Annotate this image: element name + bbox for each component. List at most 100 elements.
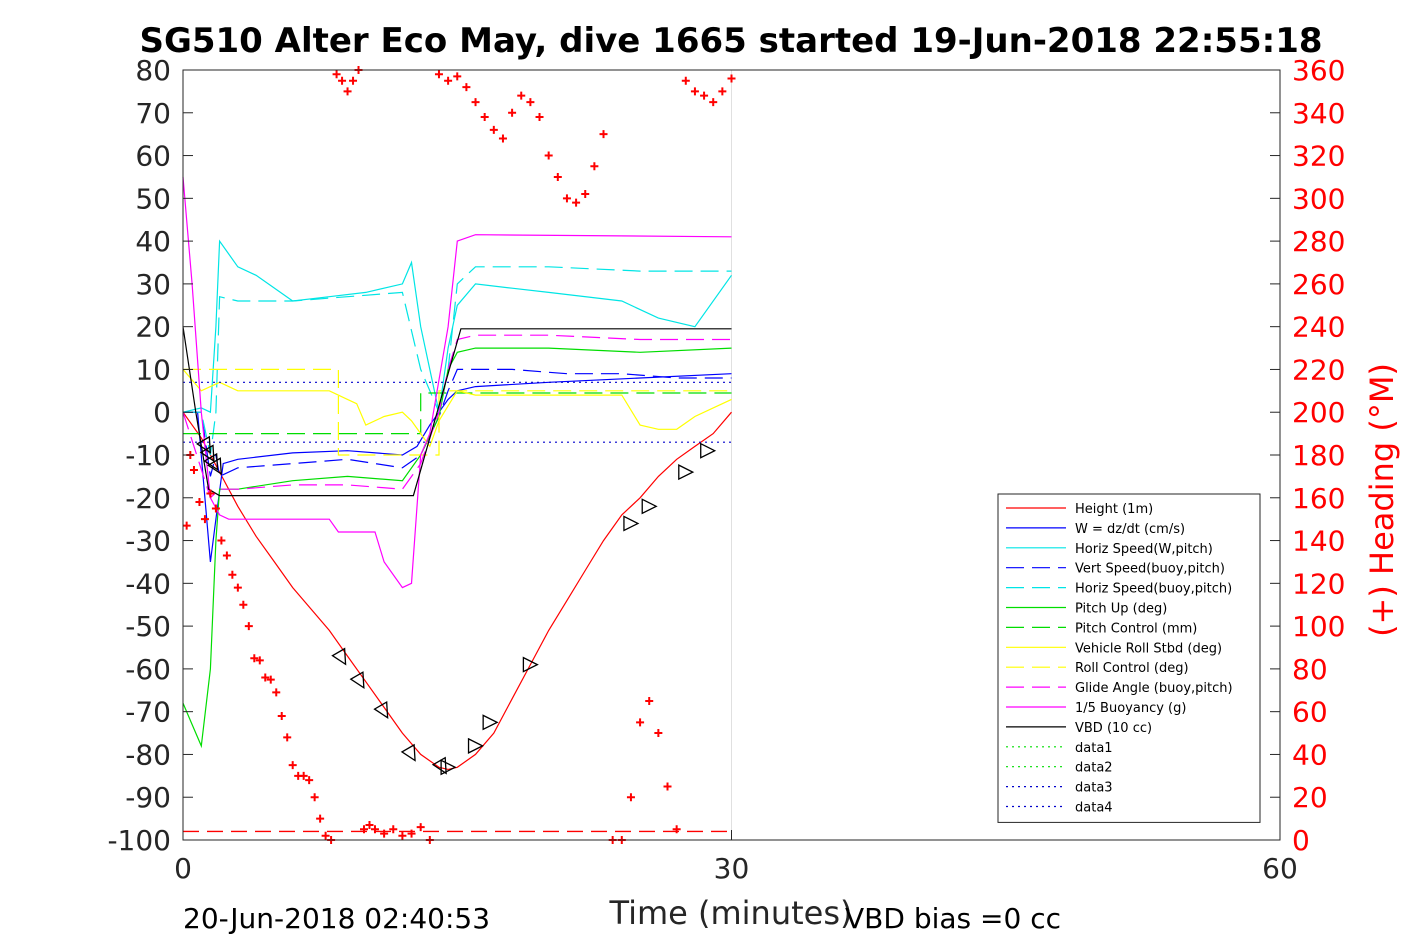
heading-point: [228, 570, 237, 579]
y-tick-label: 30: [135, 268, 171, 301]
heading-point: [332, 70, 341, 79]
heading-point: [272, 688, 281, 697]
heading-point: [261, 673, 270, 682]
heading-point: [370, 825, 379, 834]
y-right-tick-label: 100: [1292, 610, 1345, 643]
heading-point: [480, 113, 489, 122]
heading-point: [250, 654, 259, 663]
y-right-tick-label: 20: [1292, 781, 1328, 814]
heading-point: [581, 190, 590, 199]
y-right-tick-label: 160: [1292, 482, 1345, 515]
x-axis-label: Time (minutes): [609, 894, 853, 932]
y-right-tick-label: 220: [1292, 353, 1345, 386]
x-tick-label: 0: [174, 852, 192, 885]
climb-marker: [522, 656, 539, 673]
dive-marker: [400, 743, 416, 762]
climb-marker: [678, 464, 695, 481]
dive-marker: [199, 444, 215, 463]
y-tick-label: -10: [125, 439, 171, 472]
climb-marker: [700, 442, 717, 459]
heading-point: [360, 825, 369, 834]
heading-point: [283, 733, 292, 742]
heading-point: [277, 711, 286, 720]
legend-label: Horiz Speed(W,pitch): [1075, 542, 1213, 557]
heading-point: [562, 194, 571, 203]
y-right-tick-label: 300: [1292, 182, 1345, 215]
climb-marker: [623, 515, 640, 532]
series-line-10: [182, 176, 732, 589]
footer-timestamp: 20-Jun-2018 02:40:53: [183, 902, 490, 935]
heading-point: [471, 98, 480, 107]
dive-marker: [373, 701, 389, 719]
series-line-5: [182, 347, 732, 749]
heading-point: [189, 465, 198, 474]
heading-point: [590, 162, 599, 171]
heading-point: [266, 675, 275, 684]
heading-point: [526, 98, 535, 107]
series-line-1: [183, 373, 732, 562]
y-tick-label: 50: [135, 182, 171, 215]
legend-label: 1/5 Buoyancy (g): [1075, 701, 1186, 716]
heading-point: [380, 829, 389, 838]
heading-point: [462, 83, 471, 92]
heading-point: [211, 504, 220, 513]
heading-point: [244, 622, 253, 631]
axes-layer: 80706050403020100-10-20-30-40-50-60-70-8…: [107, 54, 1345, 885]
y-right-tick-label: 0: [1292, 824, 1310, 857]
heading-point: [316, 814, 325, 823]
legend-label: Glide Angle (buoy,pitch): [1075, 681, 1233, 696]
y-right-tick-label: 40: [1292, 738, 1328, 771]
y-tick-label: -100: [107, 824, 171, 857]
y-right-tick-label: 320: [1292, 140, 1345, 173]
markers-layer: [195, 435, 717, 776]
heading-point: [217, 536, 226, 545]
climb-marker: [467, 737, 484, 754]
series-line-3: [183, 368, 732, 478]
legend-label: data2: [1075, 761, 1113, 776]
y-right-tick-label: 80: [1292, 653, 1328, 686]
heading-point: [535, 113, 544, 122]
heading-point: [498, 134, 507, 143]
y-tick-label: -80: [125, 738, 171, 771]
dive-marker: [206, 457, 222, 476]
y-tick-label: 80: [135, 54, 171, 87]
dive-marker: [431, 756, 447, 775]
heading-point: [508, 108, 517, 117]
x-tick-label: 60: [1262, 852, 1298, 885]
heading-point: [444, 76, 453, 85]
climb-marker: [482, 714, 499, 731]
legend-label: W = dz/dt (cm/s): [1075, 522, 1185, 537]
heading-point: [517, 91, 526, 100]
heading-layer: [182, 66, 736, 844]
dive-marker: [349, 671, 365, 690]
heading-point: [305, 776, 314, 785]
y-right-tick-label: 340: [1292, 97, 1345, 130]
heading-point: [489, 125, 498, 134]
y-tick-label: -90: [125, 781, 171, 814]
chart-title: SG510 Alter Eco May, dive 1665 started 1…: [139, 21, 1322, 61]
heading-point: [654, 729, 663, 738]
legend-label: Roll Control (deg): [1075, 661, 1189, 676]
legend: Height (1m) W = dz/dt (cm/s) Horiz Speed(W…: [997, 493, 1261, 823]
right-axis-label: (+) Heading (°M): [1363, 363, 1401, 637]
heading-point: [182, 521, 191, 530]
heading-point: [338, 76, 347, 85]
heading-point: [233, 583, 242, 592]
series-line-4: [183, 266, 732, 456]
legend-label: Horiz Speed(buoy,pitch): [1075, 582, 1232, 597]
heading-point: [222, 551, 231, 560]
heading-point: [365, 821, 374, 830]
y-tick-label: 40: [135, 225, 171, 258]
heading-point: [599, 130, 608, 139]
heading-point: [690, 87, 699, 96]
legend-label: data3: [1075, 781, 1113, 796]
heading-point: [727, 74, 736, 83]
heading-point: [206, 489, 215, 498]
heading-point: [239, 600, 248, 609]
y-right-tick-label: 260: [1292, 268, 1345, 301]
y-right-tick-label: 360: [1292, 54, 1345, 87]
y-tick-label: -40: [125, 567, 171, 600]
y-tick-label: -70: [125, 696, 171, 729]
y-tick-label: 20: [135, 311, 171, 344]
